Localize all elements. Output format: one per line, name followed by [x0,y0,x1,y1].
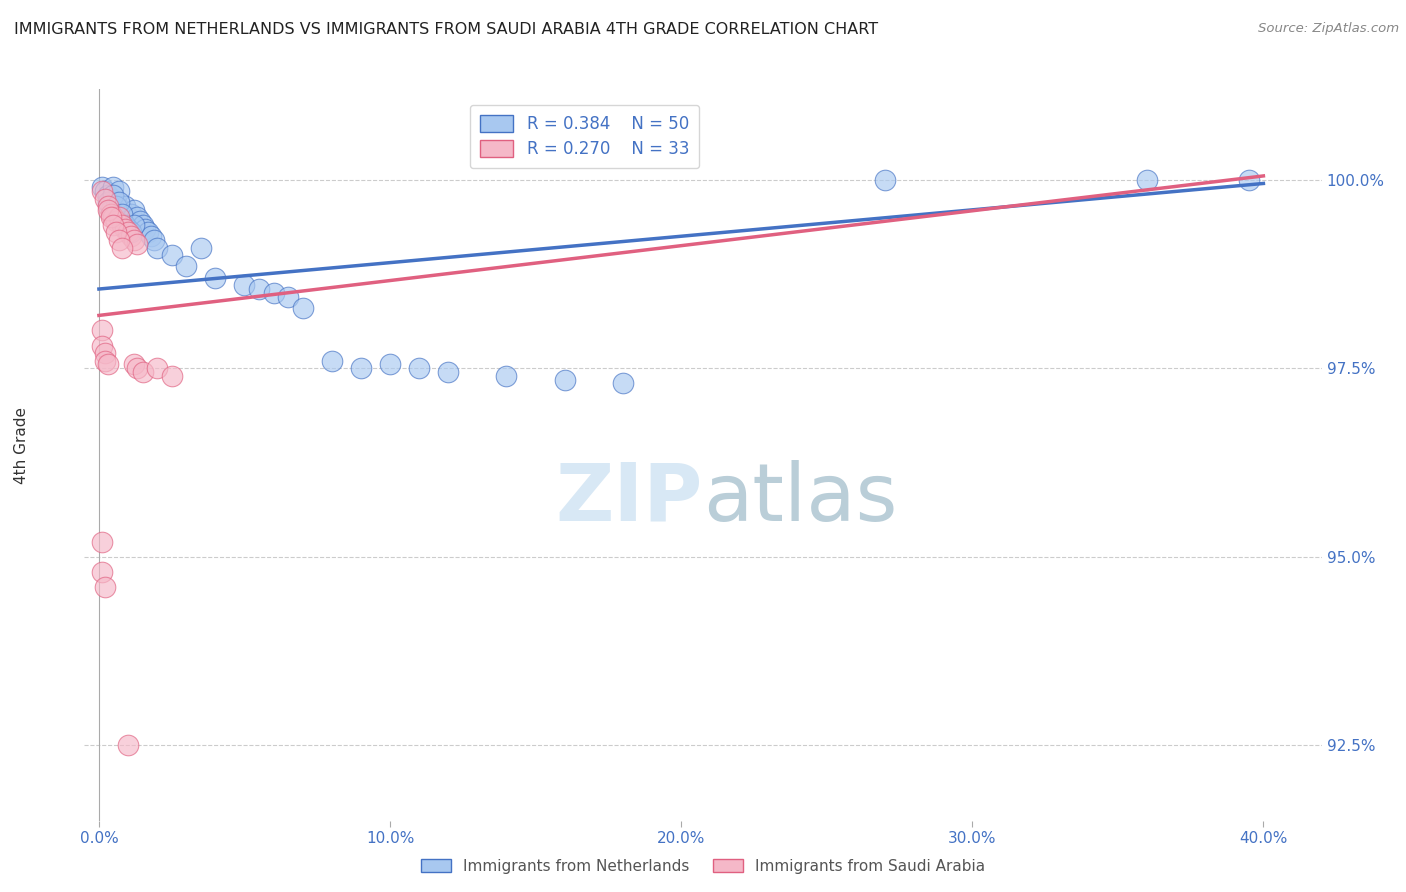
Point [117,221,139,235]
Point [1136,172,1159,186]
Point [321,353,343,368]
Point [125,361,148,376]
Point [160,368,183,383]
Point [122,202,145,217]
Point [114,221,136,235]
Point [408,361,430,376]
Point [103,187,125,202]
Point [93,184,115,198]
Point [111,202,134,217]
Point [93,346,115,360]
Point [291,301,314,315]
Point [105,199,128,213]
Point [134,221,156,235]
Point [114,199,136,213]
Point [131,365,153,379]
Point [93,580,115,594]
Point [122,218,145,232]
Point [247,282,270,296]
Point [554,372,576,386]
Text: IMMIGRANTS FROM NETHERLANDS VS IMMIGRANTS FROM SAUDI ARABIA 4TH GRADE CORRELATIO: IMMIGRANTS FROM NETHERLANDS VS IMMIGRANT… [14,22,879,37]
Point [146,241,169,255]
Point [114,218,136,232]
Point [120,226,142,240]
Point [90,324,112,338]
Point [105,195,128,210]
Legend: R = 0.384    N = 50, R = 0.270    N = 33: R = 0.384 N = 50, R = 0.270 N = 33 [470,105,699,168]
Point [1237,172,1260,186]
Point [111,218,134,232]
Point [103,218,125,232]
Point [233,278,256,293]
Point [100,211,122,225]
Text: Source: ZipAtlas.com: Source: ZipAtlas.com [1258,22,1399,36]
Point [100,206,122,220]
Point [97,202,120,217]
Point [111,241,134,255]
Point [93,192,115,206]
Point [97,199,120,213]
Point [125,236,148,251]
Point [97,195,120,210]
Point [100,192,122,206]
Point [93,353,115,368]
Point [97,358,120,372]
Point [120,229,142,244]
Point [108,184,131,198]
Text: atlas: atlas [703,459,897,538]
Point [90,565,112,579]
Point [117,211,139,225]
Point [378,358,401,372]
Point [97,187,120,202]
Point [495,368,517,383]
Point [138,226,160,240]
Point [160,248,183,262]
Point [141,229,163,244]
Point [105,214,128,228]
Text: ZIP: ZIP [555,459,703,538]
Point [350,361,373,376]
Point [108,233,131,247]
Point [108,195,131,210]
Point [125,211,148,225]
Point [190,241,212,255]
Point [111,206,134,220]
Point [873,172,896,186]
Point [122,233,145,247]
Point [174,260,197,274]
Point [204,270,226,285]
Point [277,289,299,303]
Point [90,184,112,198]
Point [100,202,122,217]
Text: 4th Grade: 4th Grade [14,408,28,484]
Point [117,226,139,240]
Point [90,534,112,549]
Point [122,358,145,372]
Point [437,365,460,379]
Point [103,211,125,225]
Point [146,361,169,376]
Legend: Immigrants from Netherlands, Immigrants from Saudi Arabia: Immigrants from Netherlands, Immigrants … [415,853,991,880]
Point [263,285,285,300]
Point [143,233,166,247]
Point [103,180,125,194]
Point [612,376,634,391]
Point [90,338,112,352]
Point [128,214,150,228]
Point [105,226,128,240]
Point [90,180,112,194]
Point [131,218,153,232]
Point [108,211,131,225]
Point [120,206,142,220]
Point [117,738,139,752]
